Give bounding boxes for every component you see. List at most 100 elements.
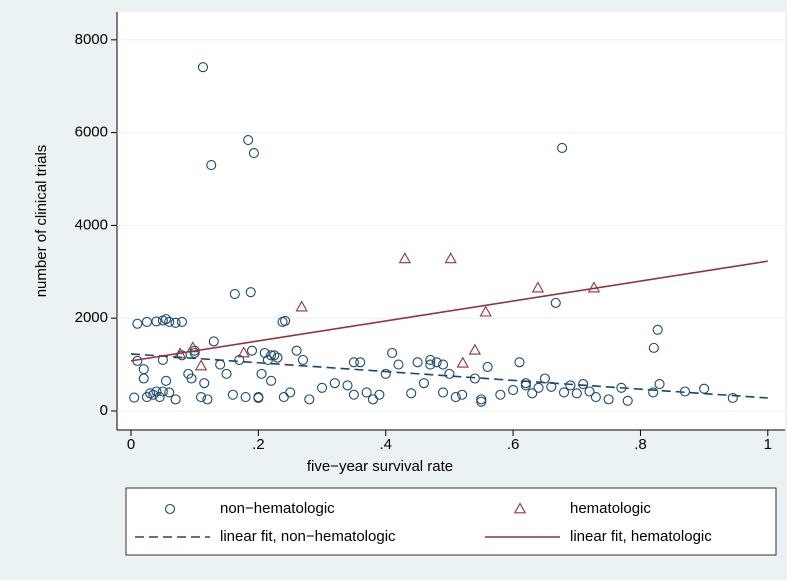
- point: [393, 359, 404, 370]
- legend-label: hematologic: [570, 500, 651, 517]
- point: [240, 392, 251, 403]
- point: [476, 396, 487, 407]
- point: [361, 387, 372, 398]
- y-tick-label: 0: [100, 402, 108, 419]
- point: [406, 388, 417, 399]
- legend-label: non−hematologic: [220, 500, 335, 517]
- point: [425, 354, 436, 365]
- point: [648, 387, 659, 398]
- point: [164, 387, 175, 398]
- legend-symbol: [513, 502, 527, 514]
- point: [245, 287, 256, 298]
- y-tick-label: 6000: [75, 124, 108, 141]
- point: [398, 252, 411, 264]
- fit-line: [130, 260, 768, 362]
- point: [457, 389, 468, 400]
- point: [514, 357, 525, 368]
- point: [194, 359, 208, 371]
- point: [348, 389, 359, 400]
- point: [246, 345, 258, 356]
- point: [550, 297, 561, 308]
- point: [189, 347, 200, 359]
- point: [412, 357, 423, 368]
- point: [622, 395, 633, 406]
- fit-line: [130, 353, 768, 399]
- point: [297, 354, 308, 365]
- point: [141, 316, 152, 327]
- y-tick-label: 4000: [75, 216, 108, 233]
- point: [160, 314, 172, 325]
- x-tick-label: .6: [507, 436, 520, 453]
- point: [590, 392, 601, 403]
- point: [295, 300, 308, 312]
- point: [208, 336, 219, 347]
- point: [285, 387, 296, 398]
- point: [648, 342, 659, 353]
- x-axis-title: five−year survival rate: [307, 458, 453, 475]
- point: [654, 379, 665, 390]
- point: [418, 378, 429, 389]
- point: [206, 160, 217, 171]
- point: [141, 392, 152, 403]
- point: [291, 345, 302, 356]
- point: [456, 356, 469, 368]
- point: [557, 142, 568, 153]
- point: [176, 316, 188, 327]
- y-tick-label: 2000: [75, 309, 108, 326]
- point: [237, 346, 250, 358]
- y-axis-title: number of clinical trials: [33, 145, 50, 298]
- point: [329, 378, 340, 389]
- x-tick-label: 1: [764, 436, 772, 453]
- point: [571, 388, 582, 399]
- y-tick-label: 8000: [75, 31, 108, 48]
- point: [584, 386, 595, 397]
- point: [157, 386, 168, 397]
- point: [444, 252, 457, 264]
- point: [527, 388, 538, 399]
- point: [444, 368, 455, 379]
- point: [468, 343, 482, 355]
- x-tick-label: 0: [127, 436, 135, 453]
- legend-label: linear fit, hematologic: [570, 528, 712, 545]
- legend-box: [125, 487, 777, 556]
- point: [469, 373, 480, 384]
- point: [578, 379, 589, 390]
- point: [387, 347, 398, 359]
- point: [248, 147, 259, 159]
- point: [253, 392, 264, 403]
- point: [129, 392, 140, 403]
- point: [151, 316, 162, 327]
- legend-label: linear fit, non−hematologic: [220, 528, 396, 545]
- point: [431, 357, 442, 368]
- point: [259, 347, 270, 359]
- point: [531, 281, 545, 293]
- point: [342, 380, 353, 391]
- point: [199, 378, 210, 389]
- point: [425, 359, 436, 370]
- point: [727, 392, 738, 404]
- point: [170, 317, 181, 328]
- point: [243, 134, 254, 146]
- point: [508, 385, 519, 396]
- point: [170, 394, 181, 405]
- point: [437, 359, 449, 370]
- point: [160, 375, 172, 386]
- point: [558, 387, 570, 398]
- point: [479, 305, 492, 317]
- point: [256, 368, 267, 379]
- plot-area: [117, 12, 785, 430]
- point: [148, 389, 159, 400]
- point: [520, 378, 531, 389]
- point: [266, 350, 277, 361]
- point: [380, 368, 391, 379]
- point: [603, 394, 614, 405]
- point: [304, 394, 315, 405]
- point: [154, 392, 165, 403]
- point: [197, 62, 209, 73]
- point: [374, 389, 385, 400]
- point: [316, 382, 328, 393]
- point: [533, 382, 544, 393]
- x-tick-label: .8: [634, 436, 647, 453]
- point: [652, 324, 663, 335]
